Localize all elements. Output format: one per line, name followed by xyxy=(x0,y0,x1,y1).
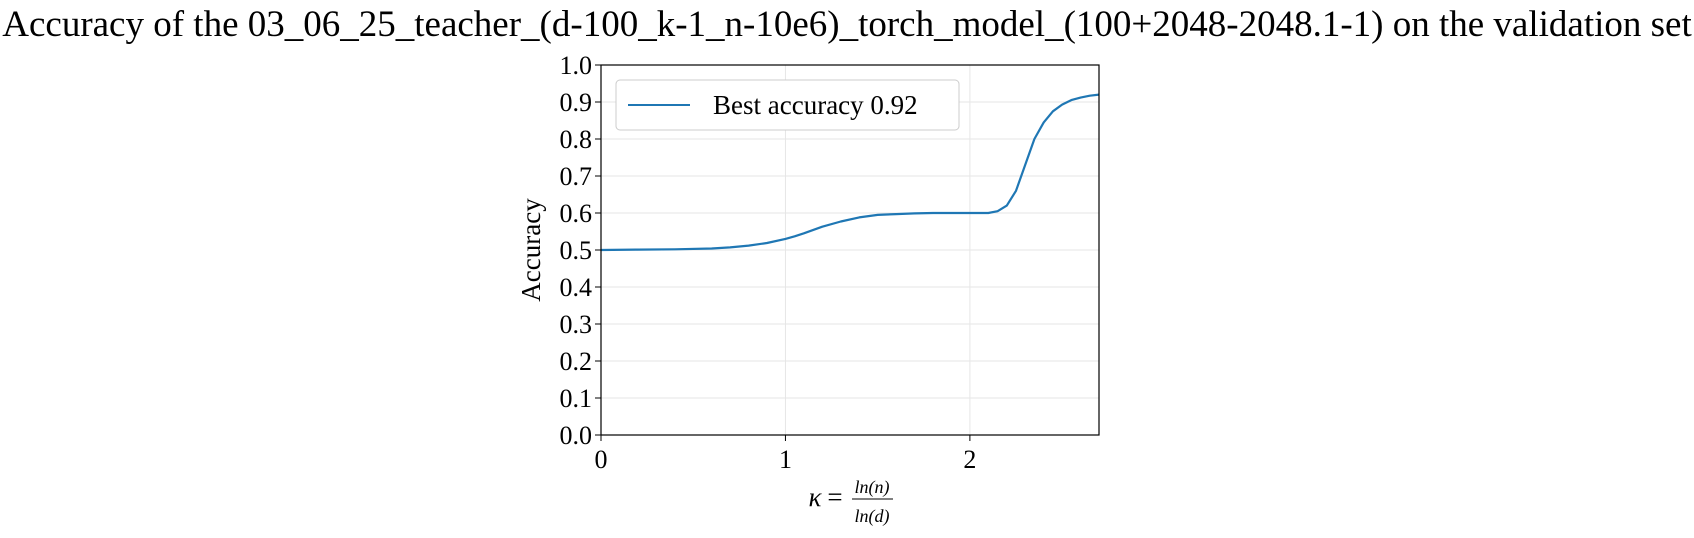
legend: Best accuracy 0.92 xyxy=(615,79,960,131)
y-tick-label: 0.3 xyxy=(560,310,593,339)
legend-box xyxy=(615,79,960,131)
legend-label: Best accuracy 0.92 xyxy=(713,90,918,120)
y-tick-label: 0.6 xyxy=(560,199,593,228)
y-axis-ticks: 0.0 0.1 0.2 0.3 0.4 0.5 0.6 0.7 0.8 0.9 1.0 xyxy=(560,51,601,450)
x-label-numerator: ln(n) xyxy=(855,477,890,498)
y-tick-label: 0.2 xyxy=(560,347,593,376)
y-tick-label: 0.1 xyxy=(560,384,593,413)
x-tick-label: 2 xyxy=(963,445,976,474)
x-axis-ticks: 0 1 2 xyxy=(595,435,976,474)
y-tick-label: 0.0 xyxy=(560,421,593,450)
x-axis-label: κ = ln(n) ln(d) xyxy=(809,477,893,527)
y-tick-label: 1.0 xyxy=(560,51,593,80)
x-label-denominator: ln(d) xyxy=(855,506,890,527)
x-label-equals: = xyxy=(827,482,842,512)
chart-title: Accuracy of the 03_06_25_teacher_(d-100_… xyxy=(2,4,1692,45)
y-axis-label: Accuracy xyxy=(516,198,546,302)
x-tick-label: 0 xyxy=(595,445,608,474)
plot-area xyxy=(600,93,1100,252)
x-tick-label: 1 xyxy=(779,445,792,474)
series-line xyxy=(600,93,1100,252)
y-tick-label: 0.9 xyxy=(560,88,593,117)
y-tick-label: 0.7 xyxy=(560,162,593,191)
y-tick-label: 0.5 xyxy=(560,236,593,265)
x-label-symbol: κ xyxy=(809,482,823,512)
y-tick-label: 0.8 xyxy=(560,125,593,154)
y-tick-label: 0.4 xyxy=(560,273,593,302)
